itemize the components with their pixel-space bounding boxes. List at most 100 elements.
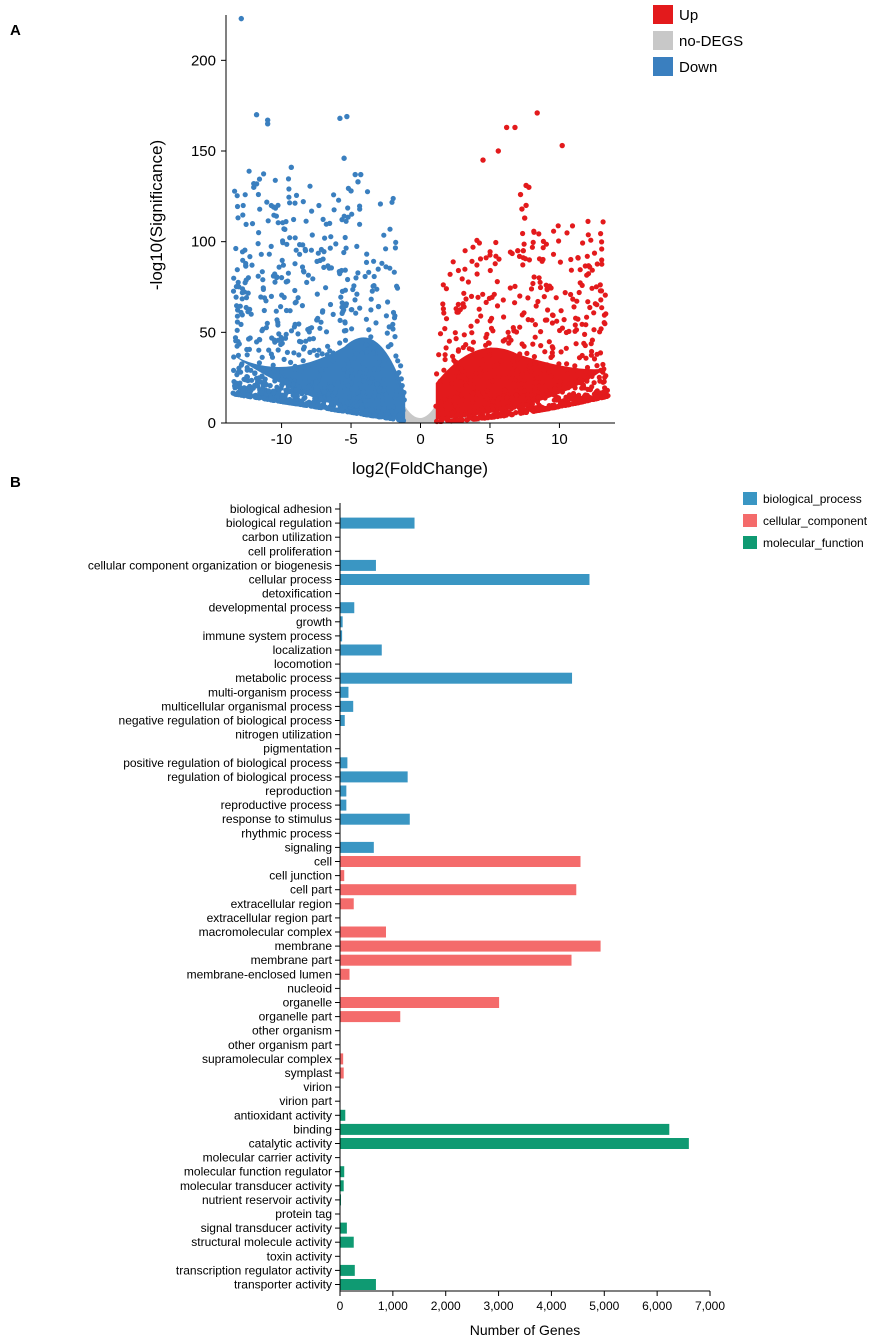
up-point	[582, 342, 588, 349]
down-point	[256, 336, 262, 343]
down-point	[318, 367, 324, 373]
up-point	[508, 412, 515, 418]
down-point	[315, 400, 321, 406]
down-point	[396, 412, 402, 418]
up-point	[496, 395, 502, 401]
down-point	[345, 205, 351, 211]
up-point	[514, 388, 520, 394]
down-point	[305, 272, 311, 278]
up-point	[589, 373, 595, 379]
up-point	[505, 399, 511, 405]
down-point	[246, 168, 252, 174]
go-bar	[340, 630, 343, 642]
down-point	[369, 397, 375, 403]
down-point	[343, 303, 349, 309]
up-point	[494, 409, 500, 415]
up-point	[537, 363, 544, 369]
down-point	[306, 329, 312, 335]
go-category-label: cell proliferation	[248, 544, 332, 558]
up-point	[602, 292, 608, 298]
go-category-label: macromolecular complex	[199, 925, 332, 939]
up-point	[521, 377, 527, 383]
down-point	[393, 239, 399, 245]
down-point	[279, 376, 285, 383]
down-point	[244, 374, 250, 380]
up-point	[450, 259, 456, 265]
down-point	[310, 276, 316, 282]
down-point	[240, 202, 246, 209]
up-point	[517, 191, 524, 198]
up-point	[485, 405, 491, 411]
up-point	[531, 229, 537, 235]
down-point	[261, 171, 267, 177]
go-x-tick-label: 6,000	[642, 1299, 672, 1313]
down-point	[390, 404, 396, 410]
down-point	[342, 234, 348, 241]
down-point	[240, 388, 246, 394]
down-point	[338, 397, 344, 403]
go-bar	[340, 757, 348, 769]
up-point	[494, 279, 500, 285]
up-point	[600, 219, 606, 225]
up-point	[513, 410, 519, 416]
down-point	[370, 350, 376, 356]
down-point	[243, 295, 250, 301]
down-point	[255, 273, 261, 279]
up-point	[543, 388, 549, 394]
down-point	[363, 367, 369, 373]
go-bar	[340, 1138, 689, 1149]
down-point	[256, 395, 262, 401]
up-point	[449, 381, 455, 387]
down-point	[275, 220, 281, 226]
up-point	[522, 388, 528, 394]
up-point	[463, 383, 469, 389]
up-point	[540, 245, 546, 251]
down-point	[389, 408, 395, 414]
up-point	[537, 279, 543, 285]
up-point	[593, 284, 600, 290]
up-point	[476, 306, 482, 312]
down-point	[257, 389, 263, 395]
down-point	[279, 382, 285, 388]
go-bar	[340, 672, 573, 684]
up-point	[453, 359, 459, 365]
go-category-label: cell junction	[269, 869, 332, 883]
down-point	[278, 304, 284, 310]
down-point	[279, 275, 285, 281]
down-point	[392, 334, 398, 340]
go-x-ticks: 0 1,000 2,000 3,000 4,000 5,000 6,000 7,000	[337, 1291, 725, 1313]
up-point	[583, 368, 589, 374]
down-point	[335, 379, 341, 386]
down-point	[249, 377, 255, 383]
up-point	[583, 393, 589, 399]
up-point	[490, 378, 496, 384]
up-point	[477, 256, 484, 262]
up-point	[591, 250, 598, 256]
down-point	[394, 283, 400, 289]
go-category-label: nucleoid	[287, 981, 332, 995]
up-point	[598, 231, 604, 237]
up-point	[475, 294, 481, 300]
up-point	[558, 349, 564, 355]
up-point	[487, 267, 493, 274]
down-point	[353, 310, 359, 316]
down-point	[337, 271, 343, 277]
down-point	[319, 309, 326, 315]
up-point	[579, 352, 585, 359]
down-point	[292, 366, 298, 372]
down-point	[327, 348, 333, 354]
volcano-legend-label: no-DEGS	[679, 33, 743, 50]
down-point	[390, 309, 397, 316]
up-point	[523, 359, 530, 365]
up-point	[563, 345, 569, 351]
up-point	[524, 402, 530, 408]
up-point	[538, 343, 544, 349]
down-point	[315, 315, 321, 321]
go-category-label: locomotion	[274, 657, 332, 671]
go-category-label: virion	[303, 1080, 332, 1094]
down-point	[354, 403, 360, 409]
up-point	[525, 295, 531, 301]
up-point	[555, 223, 561, 229]
down-point	[272, 279, 278, 285]
up-point	[509, 250, 515, 257]
